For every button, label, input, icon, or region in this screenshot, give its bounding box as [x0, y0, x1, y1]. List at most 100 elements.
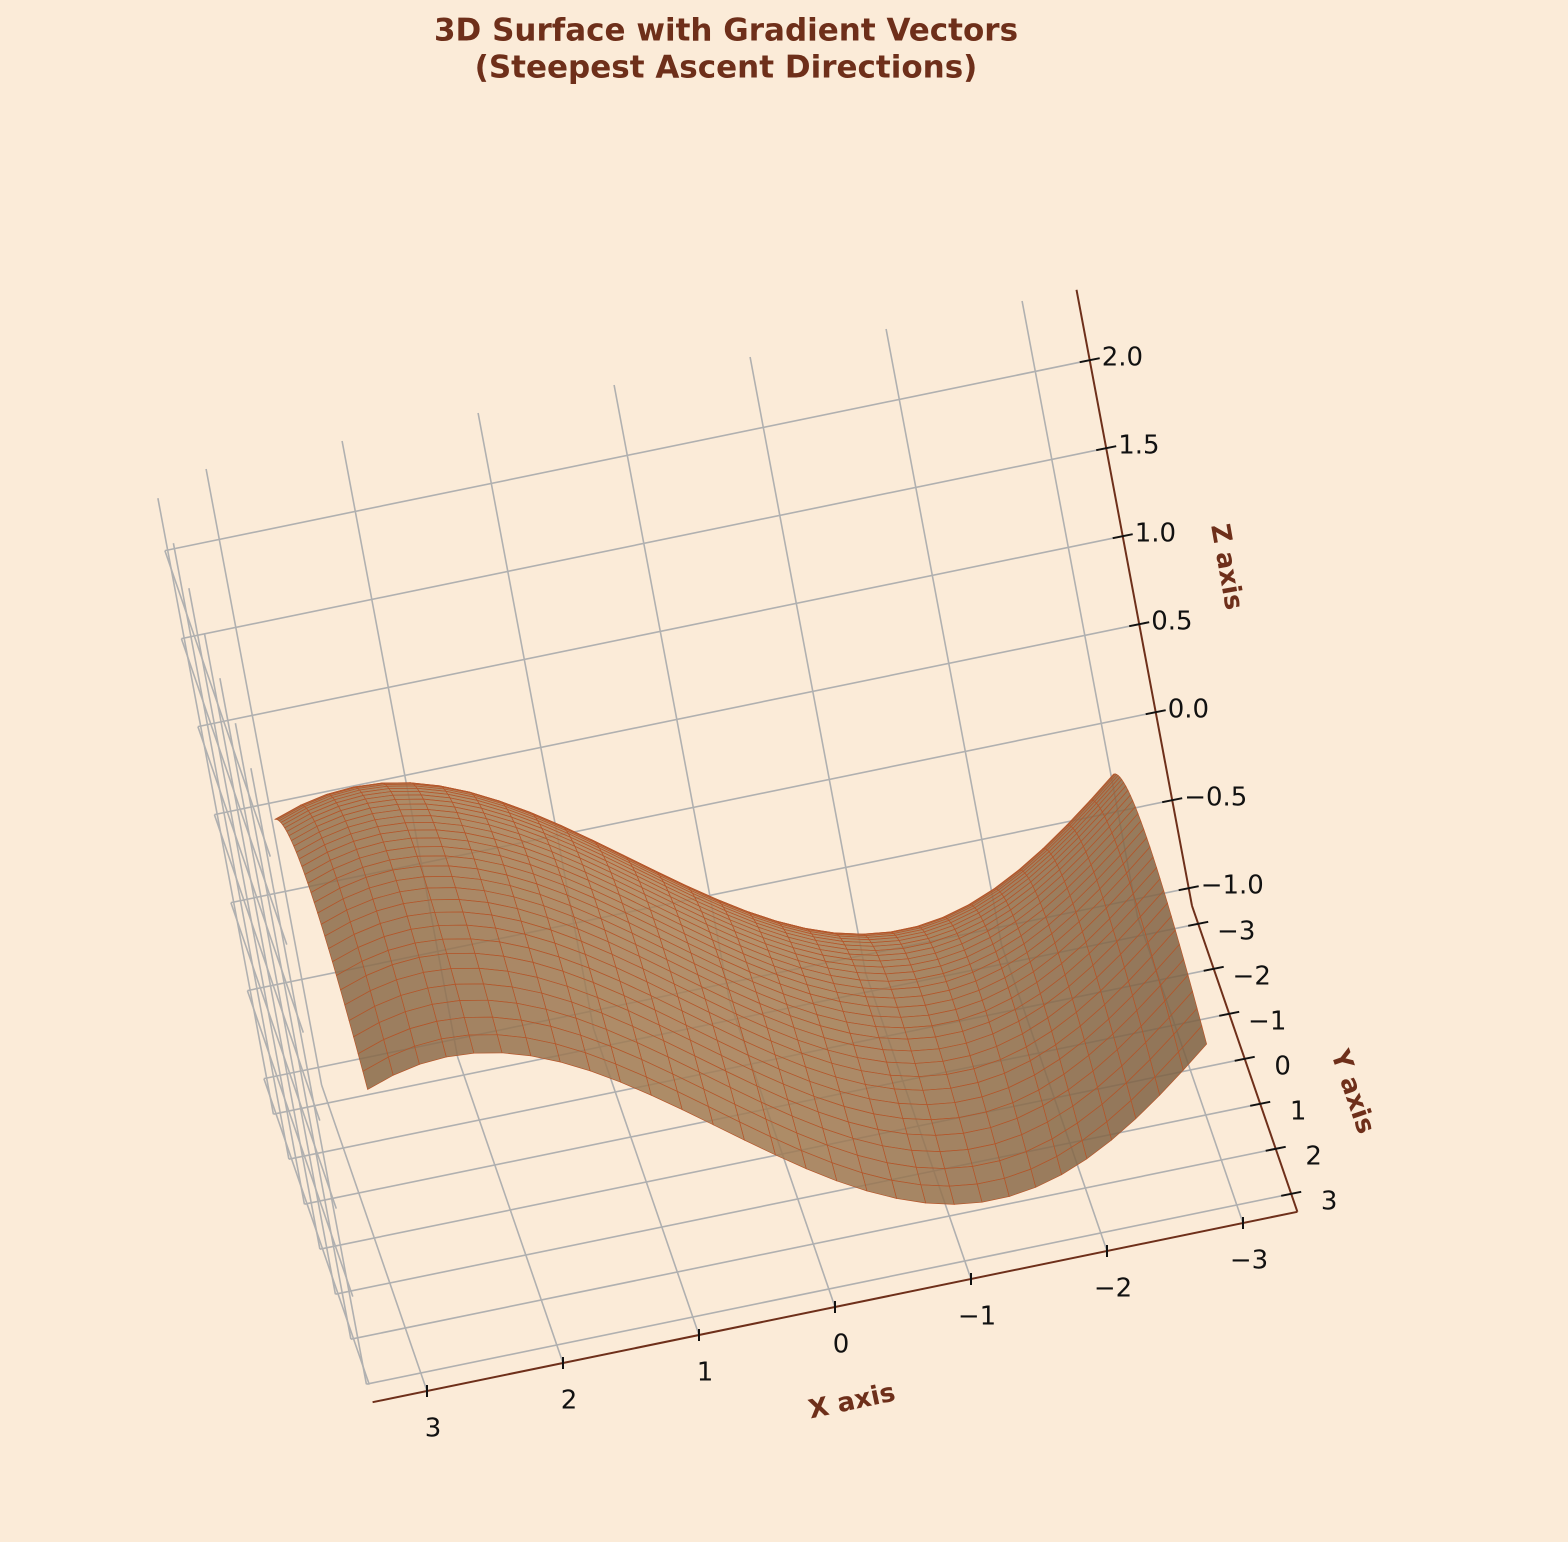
- surface-patch: [442, 938, 476, 954]
- grid-line: [180, 638, 288, 945]
- x-tick-label: 3: [425, 1414, 442, 1444]
- surface-patch: [886, 1061, 920, 1077]
- grid-line: [214, 623, 1140, 816]
- y-tick: [1265, 1145, 1286, 1152]
- grid-line: [181, 447, 1107, 640]
- surface-patch: [394, 798, 427, 805]
- surface-patch: [426, 887, 460, 901]
- z-tick: [1178, 885, 1199, 892]
- surface-patch: [898, 1103, 932, 1121]
- grid-line: [197, 726, 305, 1033]
- surface-patch: [939, 1149, 973, 1169]
- surface-patch: [930, 1117, 964, 1136]
- surface-patch: [915, 1166, 950, 1187]
- surface-patch: [935, 1132, 969, 1153]
- z-tick-label: −1.0: [1201, 871, 1264, 901]
- z-tick-label: 1.0: [1135, 519, 1176, 549]
- x-tick-label: 2: [561, 1386, 578, 1416]
- surface-patch: [1178, 1025, 1208, 1071]
- grid-line: [164, 550, 272, 857]
- surface-patch: [416, 855, 450, 867]
- grid-line: [350, 1148, 1276, 1340]
- surface-patch: [402, 815, 434, 824]
- z-tick: [1112, 533, 1133, 540]
- surface-patch: [871, 1015, 905, 1029]
- y-tick-label: 1: [1290, 1096, 1307, 1126]
- grid-line: [213, 814, 321, 1121]
- y-tick: [1281, 1190, 1302, 1197]
- grid-line: [263, 1078, 371, 1385]
- y-tick: [1250, 1100, 1271, 1107]
- surface-patch: [430, 899, 464, 913]
- surface: [274, 773, 1208, 1205]
- surface-patch: [944, 1166, 978, 1187]
- y-tick: [1203, 965, 1224, 972]
- grid-line: [230, 902, 338, 1209]
- y-tick: [1234, 1055, 1255, 1062]
- z-tick: [1162, 797, 1183, 804]
- y-tick-label: 0: [1274, 1051, 1291, 1081]
- surface-patch: [463, 1016, 498, 1036]
- surface-patch: [926, 1102, 960, 1121]
- surface-patch: [918, 1074, 952, 1091]
- grid-line: [366, 1193, 1292, 1385]
- axes: −3 −2 −1 0 1 2 3 −3 −2 −1 0 1 2 3 −1.0 −0.5 0.0 0.5 1.0 1.5…: [372, 289, 1381, 1444]
- z-tick-label: 0.0: [1168, 695, 1209, 725]
- surface-patch: [446, 952, 480, 969]
- y-tick-label: −2: [1233, 961, 1271, 991]
- grid-line: [885, 328, 1003, 946]
- surface-patch: [438, 924, 472, 940]
- z-tick-label: 1.5: [1118, 431, 1159, 461]
- surface-patch: [407, 829, 440, 839]
- z-tick: [1079, 357, 1100, 364]
- surface-patch: [893, 1088, 928, 1106]
- surface-patch: [450, 967, 484, 985]
- surface-patch: [878, 1037, 912, 1052]
- surface-patch: [911, 1149, 946, 1169]
- chart-subtitle: (Steepest Ascent Directions): [475, 50, 978, 86]
- surface-patch: [454, 983, 489, 1001]
- surface-patch: [410, 837, 443, 848]
- grid-line: [197, 535, 1123, 728]
- surface-patch: [459, 999, 493, 1018]
- surface-patch: [423, 876, 456, 889]
- z-tick: [1096, 445, 1117, 452]
- surface-patch: [868, 1005, 902, 1018]
- y-tick: [1188, 920, 1209, 927]
- y-tick-label: 3: [1321, 1186, 1338, 1216]
- surface-patch: [419, 865, 453, 878]
- surface-patch: [910, 1048, 944, 1064]
- grid-line: [246, 990, 354, 1297]
- x-tick-label: 0: [833, 1330, 850, 1360]
- grid-line: [164, 359, 1090, 552]
- surface-patch: [392, 794, 424, 800]
- surface-patch: [889, 1074, 924, 1091]
- z-tick-label: −0.5: [1184, 783, 1247, 813]
- z-tick-label: 0.5: [1151, 607, 1192, 637]
- x-tick-label: −3: [1230, 1246, 1268, 1276]
- surface-patch: [441, 1034, 475, 1058]
- surface-patch: [468, 1034, 503, 1054]
- z-tick-label: 2.0: [1102, 343, 1143, 373]
- surface-patch: [434, 911, 468, 926]
- y-tick: [1219, 1010, 1240, 1017]
- surface-patch: [882, 1049, 916, 1064]
- surface-patch: [875, 1026, 909, 1040]
- y-tick-label: −3: [1217, 916, 1255, 946]
- surface-patch: [920, 1184, 955, 1205]
- x-tick-label: 1: [697, 1358, 714, 1388]
- x-tick-label: −1: [958, 1302, 996, 1332]
- surface-patch: [414, 1038, 447, 1065]
- surface-patch: [413, 846, 446, 857]
- z-tick: [1129, 621, 1150, 628]
- surface-patch: [902, 1118, 937, 1136]
- surface-patch: [948, 1183, 983, 1205]
- grid-line: [205, 468, 323, 1086]
- z-tick: [1145, 709, 1166, 716]
- y-tick-label: −1: [1248, 1006, 1286, 1036]
- x-tick-label: −2: [1094, 1274, 1132, 1304]
- surface-patch: [906, 1133, 941, 1153]
- surface-patch: [396, 803, 429, 811]
